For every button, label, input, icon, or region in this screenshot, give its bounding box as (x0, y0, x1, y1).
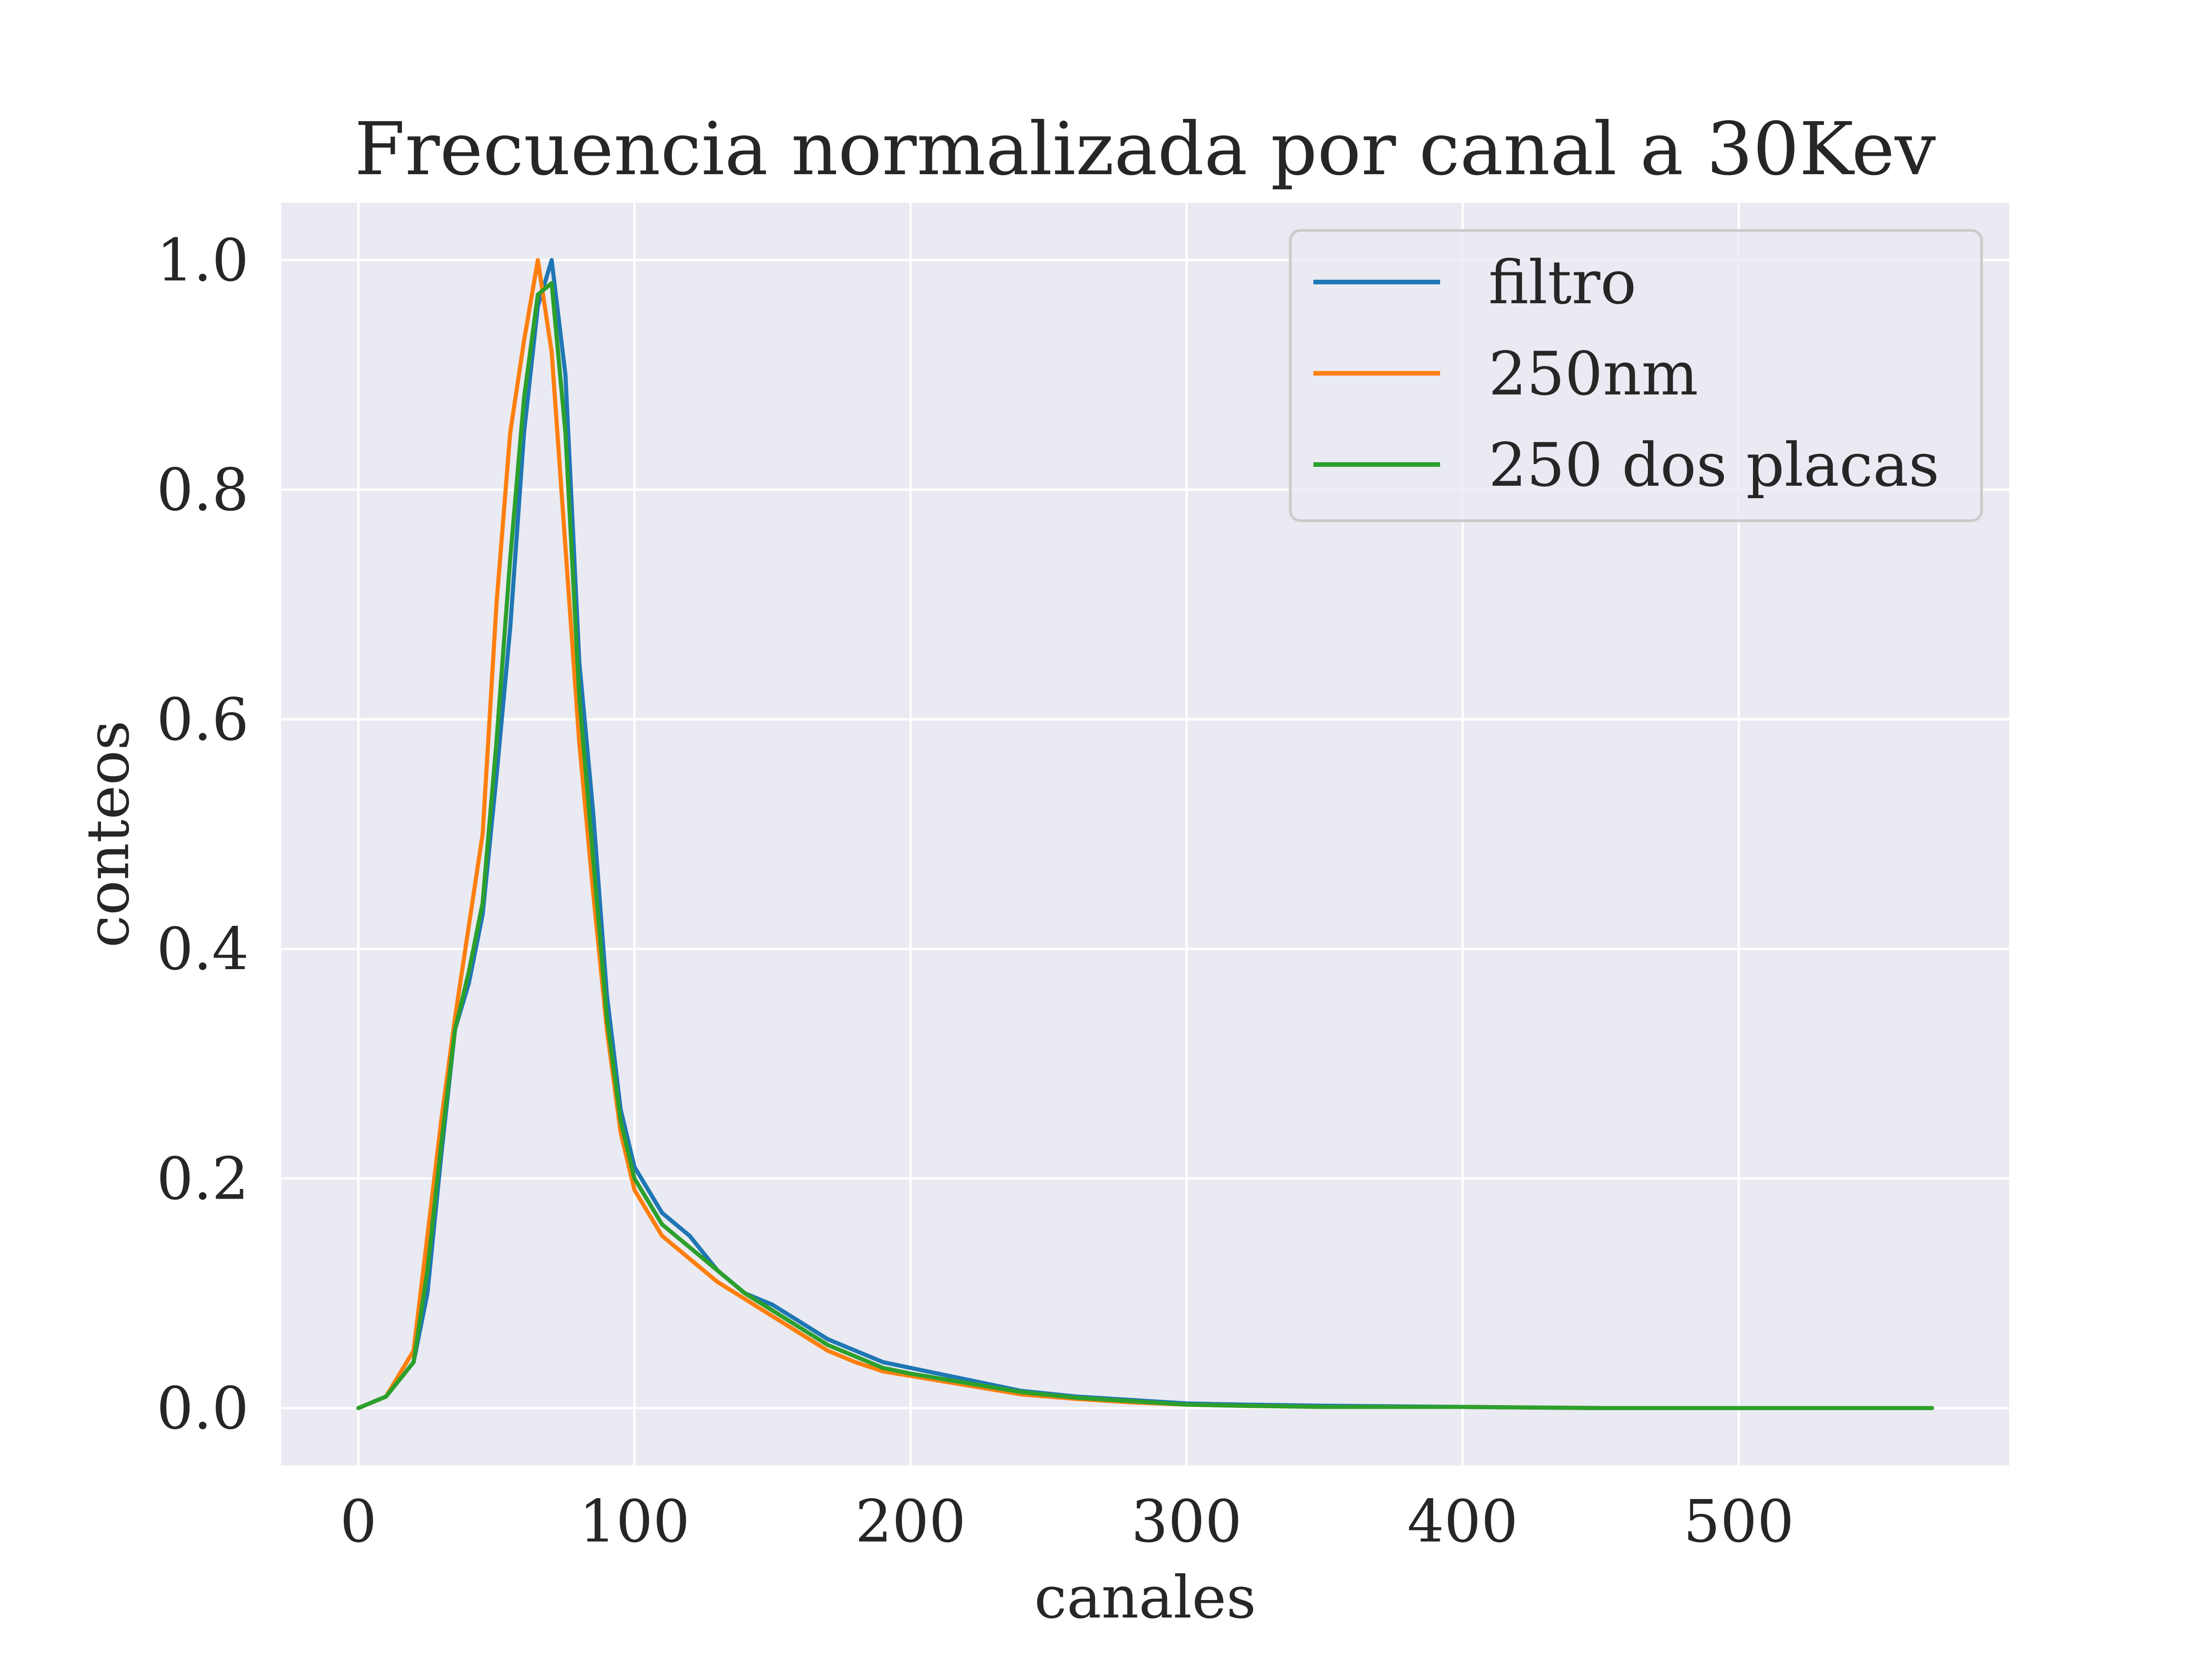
y-axis-label: conteos (74, 720, 142, 947)
x-gridlines (357, 203, 1740, 1465)
series-lines (356, 258, 1934, 1410)
y-tick-label: 0.6 (157, 686, 249, 753)
legend-label-250-dos-placas: 250 dos placas (1488, 430, 1939, 500)
y-tick-label: 0.8 (157, 456, 249, 524)
x-tick-label: 400 (1407, 1488, 1518, 1555)
x-tick-label: 500 (1683, 1488, 1794, 1555)
x-tick-label: 300 (1131, 1488, 1242, 1555)
x-tick-label: 100 (579, 1488, 690, 1555)
x-axis-label: canales (1034, 1564, 1256, 1631)
x-tick-label: 0 (340, 1488, 377, 1555)
x-tick-labels: 0 100 200 300 400 500 (340, 1488, 1794, 1555)
y-tick-label: 0.0 (157, 1374, 249, 1442)
y-tick-label: 0.4 (157, 915, 249, 983)
y-tick-label: 1.0 (157, 227, 249, 294)
y-tick-labels: 0.0 0.2 0.4 0.6 0.8 1.0 (157, 227, 249, 1442)
legend-box (1289, 229, 1983, 522)
y-tick-label: 0.2 (157, 1145, 249, 1212)
legend-label-250nm: 250nm (1488, 339, 1698, 409)
series-line-250-dos-placas (356, 281, 1934, 1410)
chart-title: Frecuencia normalizada por canal a 30Kev (354, 107, 1936, 192)
legend-label-filtro: filtro (1488, 247, 1636, 318)
legend: filtro 250nm 250 dos placas (1289, 229, 1983, 522)
x-tick-label: 200 (855, 1488, 966, 1555)
